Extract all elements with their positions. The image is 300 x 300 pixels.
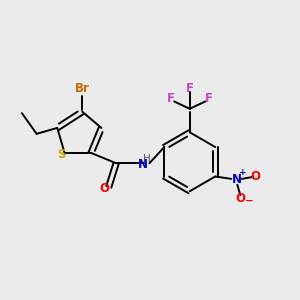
Text: Br: Br (75, 82, 90, 95)
Text: F: F (205, 92, 213, 105)
Text: F: F (186, 82, 194, 95)
Text: +: + (239, 169, 247, 178)
Text: N: N (138, 158, 148, 171)
Text: S: S (57, 148, 65, 161)
Text: O: O (236, 192, 246, 205)
Text: H: H (143, 154, 151, 164)
Text: O: O (99, 182, 110, 195)
Text: N: N (231, 173, 242, 186)
Text: O: O (250, 170, 261, 183)
Text: F: F (167, 92, 175, 105)
Text: −: − (245, 196, 254, 206)
